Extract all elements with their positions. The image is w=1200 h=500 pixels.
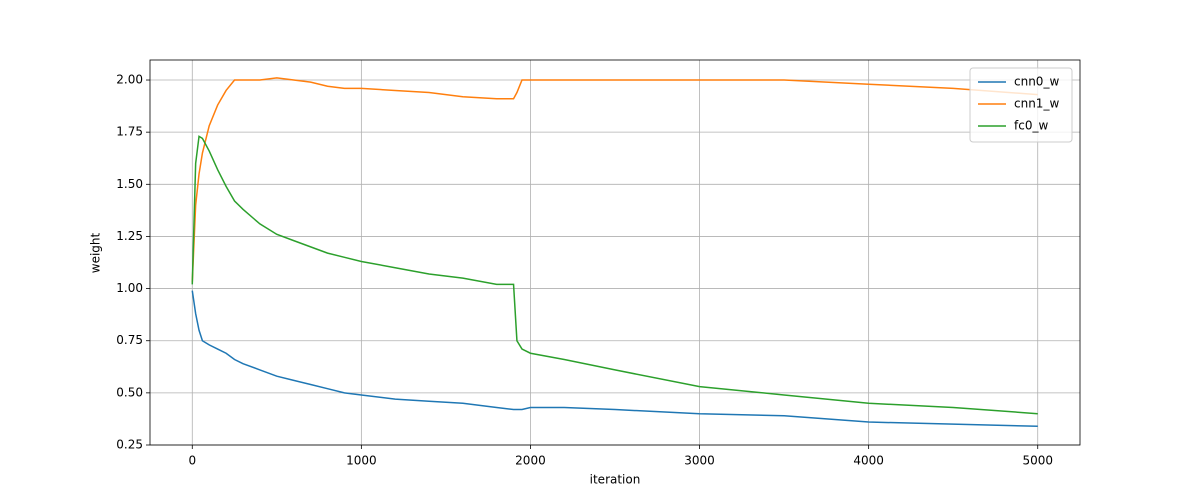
y-tick-label: 1.50	[116, 177, 143, 191]
legend-box	[969, 67, 1073, 143]
series-line	[191, 77, 1038, 283]
y-tick-label: 0.75	[116, 333, 143, 347]
y-tick-label: 1.25	[116, 229, 143, 243]
x-tick-label: 1000	[346, 454, 377, 468]
y-tick-label: 1.00	[116, 281, 143, 295]
series-line	[191, 135, 1038, 415]
series-line	[191, 290, 1038, 427]
x-tick-label: 2000	[515, 454, 546, 468]
plot-frame	[149, 59, 1081, 446]
x-tick-label: 0	[188, 454, 196, 468]
y-axis-label: weight	[89, 232, 103, 273]
legend-label: cnn1_w	[1014, 97, 1059, 111]
x-tick-label: 4000	[853, 454, 884, 468]
y-tick-label: 2.00	[116, 73, 143, 87]
x-tick-label: 3000	[684, 454, 715, 468]
legend-label: cnn0_w	[1014, 75, 1059, 89]
legend-label: fc0_w	[1014, 119, 1048, 133]
y-tick-label: 1.75	[116, 125, 143, 139]
y-tick-label: 0.25	[116, 438, 143, 452]
x-axis-label: iteration	[590, 473, 641, 487]
y-tick-label: 0.50	[116, 385, 143, 399]
x-tick-label: 5000	[1022, 454, 1053, 468]
